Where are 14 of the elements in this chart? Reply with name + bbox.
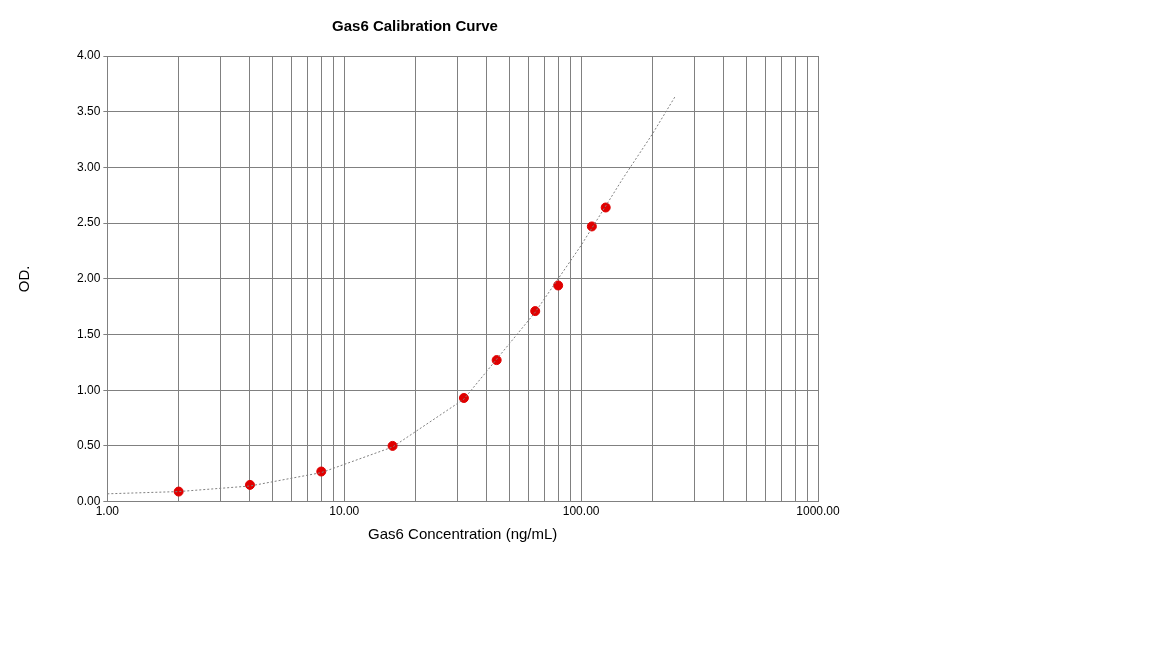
x-tick-label: 1000.00 xyxy=(796,504,841,519)
x-tick-label: 10.00 xyxy=(329,504,360,519)
chart-title: Gas6 Calibration Curve xyxy=(332,17,498,35)
x-tick-label: 100.00 xyxy=(562,504,600,519)
y-tick-label: 1.00 xyxy=(77,382,101,397)
x-axis-title: Gas6 Concentration (ng/mL) xyxy=(368,525,558,543)
y-tick-label: 2.00 xyxy=(77,271,101,286)
y-axis-title: OD. xyxy=(15,265,33,293)
y-tick-label: 2.50 xyxy=(77,215,101,230)
y-tick-label: 3.50 xyxy=(77,104,101,119)
y-tick-label: 1.50 xyxy=(77,326,101,341)
y-tick-label: 0.50 xyxy=(77,438,101,453)
y-tick-label: 4.00 xyxy=(77,48,101,63)
y-tick-label: 3.00 xyxy=(77,159,101,174)
